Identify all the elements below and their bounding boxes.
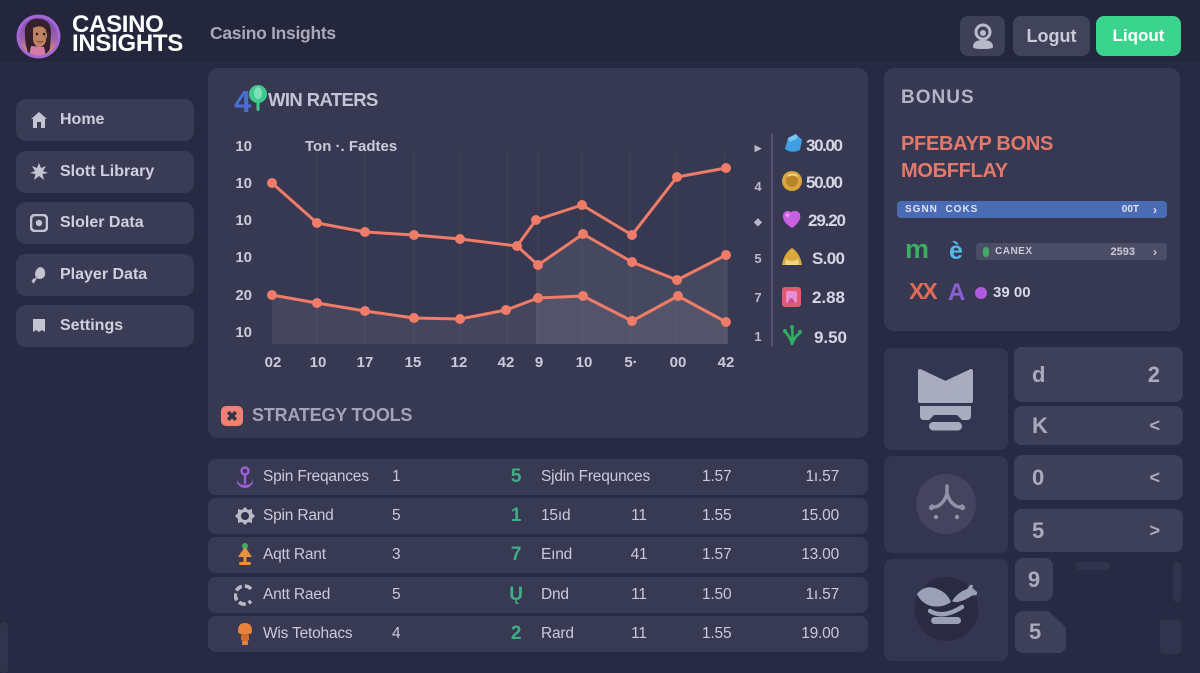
svg-text:12: 12 xyxy=(451,354,468,371)
svg-text:50.00: 50.00 xyxy=(806,173,843,192)
svg-text:10: 10 xyxy=(235,212,252,229)
svg-text:10: 10 xyxy=(235,324,252,341)
svg-text:29.20: 29.20 xyxy=(808,211,846,230)
svg-text:20: 20 xyxy=(235,287,252,304)
svg-text:10: 10 xyxy=(310,354,327,371)
svg-text:4: 4 xyxy=(234,84,252,117)
svg-text:S.00: S.00 xyxy=(812,249,845,268)
svg-text:9.50: 9.50 xyxy=(814,328,847,347)
svg-text:◆: ◆ xyxy=(753,217,762,228)
svg-text:42: 42 xyxy=(718,354,735,371)
svg-text:5·: 5· xyxy=(624,354,637,371)
svg-text:42: 42 xyxy=(498,354,515,371)
svg-text:10: 10 xyxy=(576,354,593,371)
svg-text:1: 1 xyxy=(754,329,761,344)
svg-text:4: 4 xyxy=(754,179,762,194)
svg-text:17: 17 xyxy=(357,354,374,371)
svg-text:7: 7 xyxy=(754,290,761,305)
svg-text:10: 10 xyxy=(235,249,252,266)
svg-text:15: 15 xyxy=(405,354,422,371)
svg-text:5: 5 xyxy=(754,251,761,266)
svg-text:Ton ·. Fadtes: Ton ·. Fadtes xyxy=(305,138,397,155)
svg-text:2.88: 2.88 xyxy=(812,288,845,307)
svg-text:10: 10 xyxy=(235,175,252,192)
svg-text:00: 00 xyxy=(670,354,687,371)
svg-text:▸: ▸ xyxy=(754,140,763,155)
svg-text:30.00: 30.00 xyxy=(806,136,843,155)
svg-text:02: 02 xyxy=(265,354,282,371)
svg-text:10: 10 xyxy=(235,138,252,155)
svg-text:9: 9 xyxy=(535,354,543,371)
